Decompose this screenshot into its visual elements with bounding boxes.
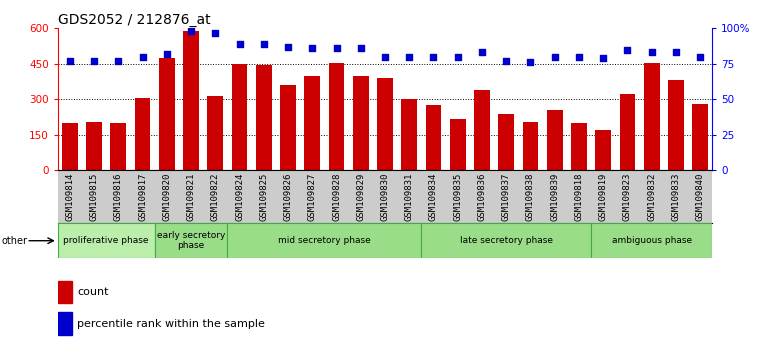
Point [112, 58, 125, 64]
Bar [58, 223, 155, 258]
Bar [135, 98, 150, 170]
Point [330, 45, 343, 51]
Text: GDS2052 / 212876_at: GDS2052 / 212876_at [58, 13, 210, 27]
Point [161, 51, 173, 57]
Text: proliferative phase: proliferative phase [63, 236, 149, 245]
Text: GSM109828: GSM109828 [332, 172, 341, 221]
Text: GSM109833: GSM109833 [671, 172, 681, 221]
Text: mid secretory phase: mid secretory phase [278, 236, 371, 245]
Text: GSM109822: GSM109822 [211, 172, 219, 221]
Bar [58, 313, 72, 335]
Text: GSM109839: GSM109839 [551, 172, 559, 221]
Point [355, 45, 367, 51]
Bar [450, 119, 466, 170]
Text: GSM109830: GSM109830 [380, 172, 390, 221]
Point [451, 54, 464, 59]
Point [645, 50, 658, 55]
Bar [86, 121, 102, 170]
Bar [280, 85, 296, 170]
Point [379, 54, 391, 59]
Bar [232, 64, 247, 170]
Bar [353, 75, 369, 170]
Bar [110, 123, 126, 170]
Bar [183, 31, 199, 170]
Text: other: other [2, 236, 28, 246]
Bar [401, 99, 417, 170]
Point [403, 54, 415, 59]
Bar [155, 223, 227, 258]
Text: early secretory
phase: early secretory phase [157, 231, 226, 250]
Bar [304, 75, 320, 170]
Point [597, 55, 609, 61]
Text: GSM109815: GSM109815 [89, 172, 99, 221]
Point [88, 58, 100, 64]
Bar [421, 223, 591, 258]
Text: count: count [77, 287, 109, 297]
Text: GSM109831: GSM109831 [405, 172, 413, 221]
Point [258, 41, 270, 47]
Text: GSM109835: GSM109835 [454, 172, 462, 221]
Bar [227, 223, 421, 258]
Point [573, 54, 585, 59]
Bar [498, 114, 514, 170]
Point [476, 50, 488, 55]
Bar [668, 80, 684, 170]
Bar [58, 281, 72, 303]
Bar [256, 65, 272, 170]
Text: GSM109818: GSM109818 [574, 172, 584, 221]
Text: GSM109814: GSM109814 [65, 172, 75, 221]
Text: GSM109819: GSM109819 [598, 172, 608, 221]
Bar [591, 223, 712, 258]
Bar [159, 58, 175, 170]
Point [621, 47, 634, 52]
Text: GSM109829: GSM109829 [357, 172, 365, 221]
Text: GSM109825: GSM109825 [259, 172, 268, 221]
Text: GSM109832: GSM109832 [647, 172, 656, 221]
Bar [329, 63, 344, 170]
Point [209, 30, 222, 35]
Text: GSM109816: GSM109816 [114, 172, 123, 221]
Text: GSM109817: GSM109817 [138, 172, 147, 221]
Text: GSM109836: GSM109836 [477, 172, 487, 221]
Text: GSM109838: GSM109838 [526, 172, 535, 221]
Bar [62, 123, 78, 170]
Point [524, 59, 537, 65]
Point [233, 41, 246, 47]
Bar [207, 96, 223, 170]
Text: GSM109824: GSM109824 [235, 172, 244, 221]
Text: percentile rank within the sample: percentile rank within the sample [77, 319, 265, 329]
Text: GSM109834: GSM109834 [429, 172, 438, 221]
Bar [620, 95, 635, 170]
Text: GSM109826: GSM109826 [283, 172, 293, 221]
Point [136, 54, 149, 59]
Text: ambiguous phase: ambiguous phase [611, 236, 691, 245]
Text: GSM109837: GSM109837 [502, 172, 511, 221]
Text: GSM109820: GSM109820 [162, 172, 172, 221]
Text: late secretory phase: late secretory phase [460, 236, 553, 245]
Point [500, 58, 512, 64]
Text: GSM109840: GSM109840 [695, 172, 705, 221]
Point [670, 50, 682, 55]
Point [306, 45, 319, 51]
Text: GSM109821: GSM109821 [186, 172, 196, 221]
Point [282, 44, 294, 50]
Point [694, 54, 706, 59]
Point [427, 54, 440, 59]
Bar [474, 90, 490, 170]
Text: GSM109823: GSM109823 [623, 172, 632, 221]
Text: GSM109827: GSM109827 [308, 172, 316, 221]
Bar [523, 121, 538, 170]
Bar [377, 78, 393, 170]
Bar [547, 110, 563, 170]
Point [64, 58, 76, 64]
Bar [571, 123, 587, 170]
Point [185, 28, 197, 34]
Bar [595, 130, 611, 170]
Bar [644, 63, 660, 170]
Bar [426, 105, 441, 170]
Bar [692, 104, 708, 170]
Point [548, 54, 561, 59]
